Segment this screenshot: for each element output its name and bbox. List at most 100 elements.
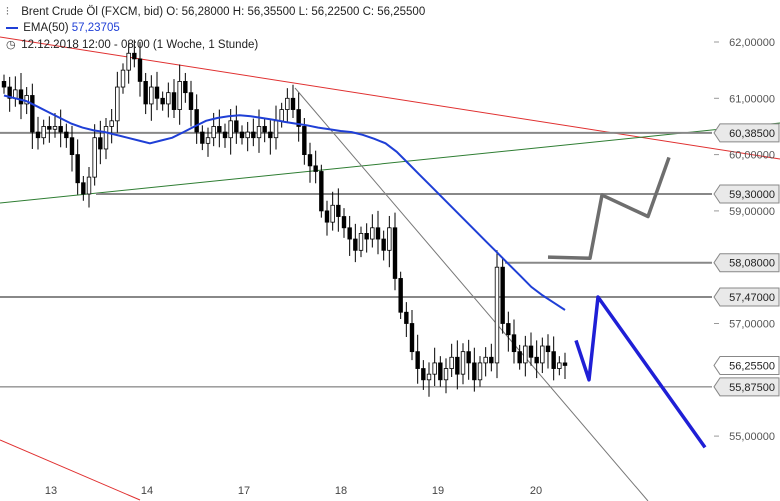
candle (517, 344, 522, 370)
candle-body (398, 278, 403, 313)
candle-body (296, 109, 301, 127)
candle (364, 223, 369, 253)
candle-body (489, 356, 494, 364)
candle-body (205, 137, 211, 144)
candle-body (171, 92, 177, 110)
candle-body (285, 97, 290, 110)
candle (324, 200, 330, 236)
candle (387, 215, 392, 268)
candle (358, 226, 364, 258)
candle (415, 334, 420, 384)
candle (18, 72, 24, 120)
candle (98, 120, 103, 165)
candle (455, 340, 460, 390)
candle-body (551, 351, 556, 369)
candle-body (273, 120, 279, 139)
candle (494, 250, 500, 379)
candle (426, 362, 432, 397)
instrument-ohlc: Brent Crude Öl (FXCM, bid) O: 56,28000 H… (21, 6, 426, 18)
candle-body (353, 238, 358, 251)
clock-icon: ◷ (6, 39, 16, 51)
level-price-tag: 58,08000 (713, 253, 780, 273)
ema50-path (3, 94, 566, 311)
candle-body (58, 126, 63, 133)
candle-body (103, 126, 109, 150)
candle-body (455, 356, 460, 375)
x-tick-label: 18 (335, 485, 347, 497)
candle-body (7, 86, 12, 99)
candle (449, 343, 454, 377)
x-tick-label: 13 (45, 485, 57, 497)
y-tick-label: 59,00000 (729, 206, 775, 218)
chart-header: ⫶ Brent Crude Öl (FXCM, bid) O: 56,28000… (6, 6, 425, 19)
candle (239, 125, 245, 145)
candle (251, 118, 256, 147)
candle-body (86, 176, 92, 195)
candle (341, 208, 347, 238)
candle-body (472, 362, 477, 381)
candle-body (120, 69, 126, 88)
candle (506, 311, 511, 352)
candle-body (534, 356, 539, 364)
candle (319, 164, 324, 218)
candle (194, 94, 199, 144)
candle-body (64, 131, 69, 139)
candle (392, 212, 398, 291)
ema50-line (3, 94, 566, 311)
candle (7, 76, 12, 112)
candle (443, 358, 449, 394)
candle (262, 118, 267, 143)
candle (562, 352, 568, 379)
candle-body (392, 227, 398, 279)
candle (483, 347, 488, 377)
price-tag-box (713, 123, 780, 143)
candle-body (500, 266, 505, 324)
candle-body (324, 210, 330, 223)
level-tags: 60,38500 59,30000 58,08000 57,47000 55,87500… (713, 123, 780, 397)
candle (421, 360, 426, 390)
candle-body (404, 311, 409, 324)
candle-body (177, 81, 182, 110)
candle-body (137, 58, 143, 82)
lower-red-trendline (0, 439, 141, 501)
y-tick-label: 55,00000 (729, 431, 775, 443)
candle-body (364, 233, 369, 240)
candle (47, 116, 52, 143)
candle (466, 339, 471, 380)
price-tag-box (713, 287, 780, 307)
candle-body (557, 362, 562, 369)
candle (347, 215, 352, 256)
candle-body (375, 227, 381, 240)
candlesticks (1, 39, 568, 397)
candle-body (517, 351, 522, 364)
candle (115, 71, 120, 133)
candle-body (302, 126, 307, 155)
blue-projection (574, 295, 707, 449)
candle-body (449, 356, 454, 369)
candle-body (1, 81, 7, 88)
price-tag-label: 56,25500 (729, 360, 775, 372)
candle-body (387, 227, 392, 251)
candle-body (477, 362, 483, 381)
candle-body (494, 266, 500, 364)
candle-body (251, 131, 256, 139)
ema-label: EMA(50) (23, 22, 69, 34)
candle-body (92, 137, 97, 178)
candle (205, 127, 211, 157)
candle-body (313, 165, 318, 172)
candle-body (239, 131, 245, 139)
candle (41, 119, 46, 145)
x-tick-label: 17 (238, 485, 250, 497)
candle-body (47, 126, 52, 130)
candle (109, 108, 114, 144)
candle-body (256, 126, 262, 139)
candle (81, 175, 86, 201)
period-info: ◷ 12.12.2018 12:00 - 08:00 (1 Woche, 1 S… (6, 38, 258, 51)
candle-body (330, 204, 335, 223)
candle (545, 334, 551, 369)
candle (551, 336, 556, 381)
ema-swatch (6, 26, 18, 29)
candle (200, 125, 205, 151)
candle (500, 258, 505, 334)
candle (477, 356, 483, 387)
